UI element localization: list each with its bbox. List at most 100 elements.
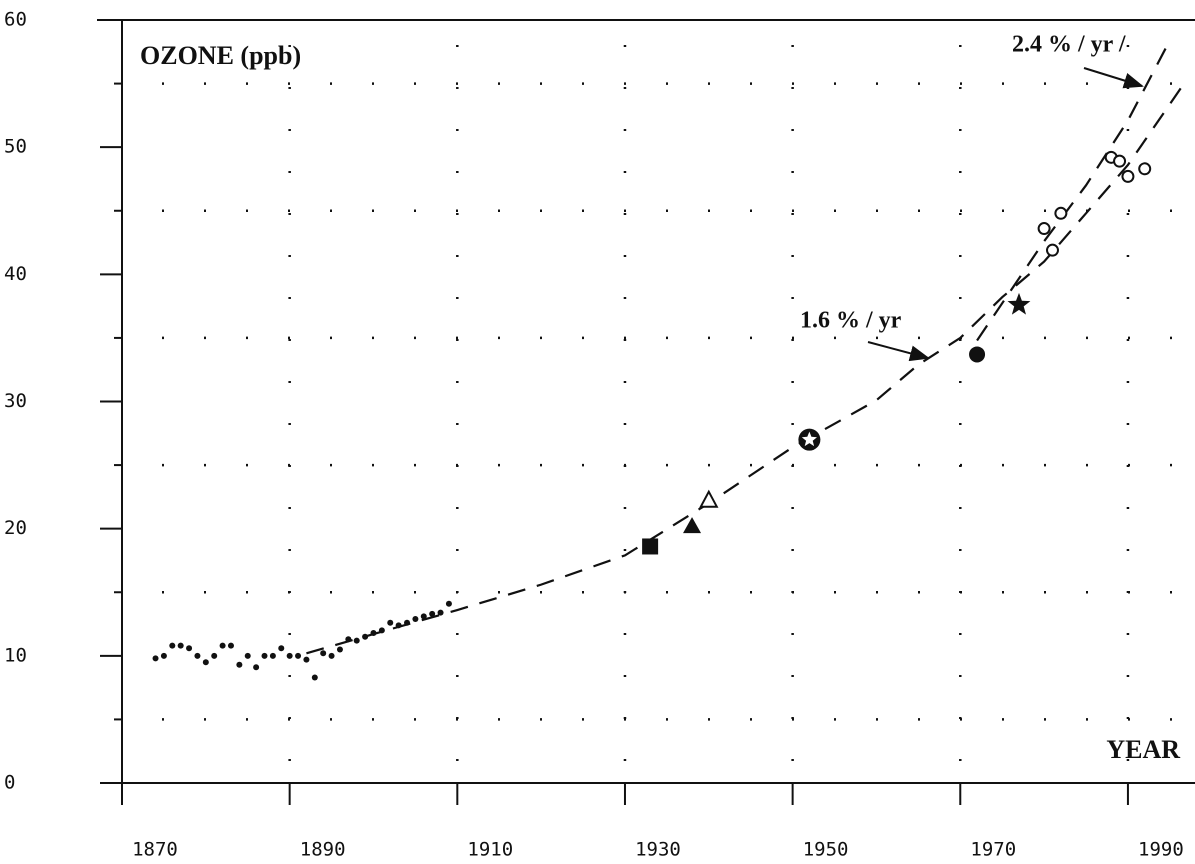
point [269, 652, 276, 659]
dot [387, 619, 394, 626]
dot [186, 645, 193, 652]
dot [336, 646, 343, 653]
circle [969, 346, 986, 363]
point [236, 661, 243, 668]
point [445, 600, 452, 607]
point [186, 645, 193, 652]
dot [160, 652, 167, 659]
chart-title: OZONE (ppb) [140, 41, 301, 70]
dot [286, 652, 293, 659]
open-circle [1037, 222, 1051, 236]
y-tick-label: 20 [4, 517, 27, 539]
point [1007, 292, 1031, 315]
dot [412, 615, 419, 622]
point [177, 642, 184, 649]
point [642, 538, 659, 555]
point [387, 619, 394, 626]
point [437, 609, 444, 616]
point [219, 642, 226, 649]
point [328, 652, 335, 659]
point [261, 652, 268, 659]
dot [219, 642, 226, 649]
point [169, 642, 176, 649]
dot [211, 652, 218, 659]
open-circle [1054, 206, 1068, 220]
star [1007, 292, 1031, 315]
y-tick-label: 40 [4, 263, 27, 285]
point [353, 637, 360, 644]
x-tick-label: 1890 [300, 839, 346, 861]
point [1037, 222, 1051, 236]
dot [194, 652, 201, 659]
y-tick-label: 60 [4, 9, 27, 31]
point [286, 652, 293, 659]
point [295, 652, 302, 659]
point [798, 428, 821, 451]
open-circle [1045, 243, 1059, 257]
dot [320, 650, 327, 657]
point [202, 659, 209, 666]
x-axis-label: YEAR [1106, 735, 1180, 764]
point [412, 615, 419, 622]
dot [236, 661, 243, 668]
point [227, 642, 234, 649]
y-tick-label: 30 [4, 390, 27, 412]
annotation: 1.6 % / yr [800, 308, 902, 334]
trend-line [976, 39, 1171, 342]
point [336, 646, 343, 653]
dot [445, 600, 452, 607]
dot [311, 674, 318, 681]
point [303, 656, 310, 663]
star [801, 431, 817, 447]
point [378, 627, 385, 634]
open-circle [1113, 154, 1127, 168]
dot [362, 633, 369, 640]
dot [177, 642, 184, 649]
dot [429, 610, 436, 617]
point [1138, 162, 1152, 176]
annotation-arrow [867, 341, 930, 362]
x-tick-label: 1950 [803, 839, 849, 861]
dot [253, 664, 260, 671]
point [370, 629, 377, 636]
dot [303, 656, 310, 663]
point [345, 636, 352, 643]
y-tick-label: 0 [4, 772, 15, 794]
y-tick-label: 50 [4, 136, 27, 158]
dot [404, 619, 411, 626]
point [1121, 169, 1135, 183]
point [1054, 206, 1068, 220]
x-tick-label: 1930 [635, 839, 681, 861]
point [311, 674, 318, 681]
dot [295, 652, 302, 659]
point [244, 652, 251, 659]
point [683, 517, 702, 534]
dot [328, 652, 335, 659]
point [278, 645, 285, 652]
point [699, 489, 719, 508]
dot [370, 629, 377, 636]
open-circle [1121, 169, 1135, 183]
point [1113, 154, 1127, 168]
x-tick-label: 1990 [1138, 839, 1184, 861]
point [362, 633, 369, 640]
dot [269, 652, 276, 659]
point [211, 652, 218, 659]
dot [420, 613, 427, 620]
annotation: 2.4 % / yr / [1012, 32, 1126, 58]
point [152, 655, 159, 662]
point [194, 652, 201, 659]
annotation-arrow [1083, 67, 1144, 89]
triangle [683, 517, 702, 534]
x-tick-label: 1970 [970, 839, 1016, 861]
point [160, 652, 167, 659]
point [1045, 243, 1059, 257]
dot [152, 655, 159, 662]
square [642, 538, 659, 555]
point [429, 610, 436, 617]
point [420, 613, 427, 620]
dot [345, 636, 352, 643]
x-tick-label: 1870 [132, 839, 178, 861]
